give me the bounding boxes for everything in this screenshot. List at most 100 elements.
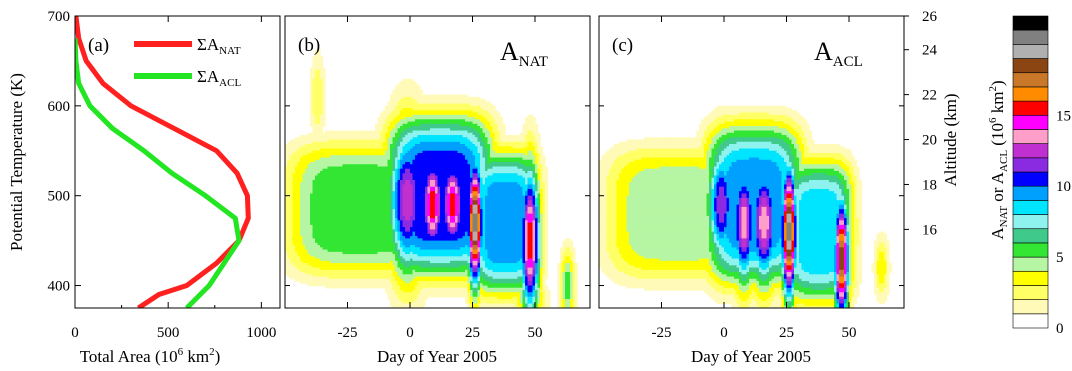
heatmap-cell: [290, 186, 294, 190]
heatmap-cell: [412, 202, 416, 206]
heatmap-cell: [460, 146, 464, 150]
heatmap-cell: [497, 139, 501, 143]
heatmap-cell: [485, 123, 489, 127]
heatmap-cell: [405, 83, 409, 87]
heatmap-cell: [467, 135, 471, 138]
heatmap-cell: [480, 197, 484, 201]
heatmap-cell: [427, 114, 431, 118]
heatmap-cell: [520, 137, 524, 141]
heatmap-cell: [397, 215, 401, 219]
heatmap-cell: [425, 157, 429, 161]
heatmap-cell: [372, 179, 376, 183]
heatmap-cell: [545, 204, 549, 208]
heatmap-cell: [305, 164, 309, 168]
heatmap-cell: [415, 110, 419, 114]
heatmap-cell: [477, 103, 481, 107]
heatmap-cell: [352, 195, 356, 199]
heatmap-cell: [447, 162, 451, 165]
heatmap-cell: [445, 182, 449, 186]
heatmap-cell: [480, 157, 484, 161]
heatmap-cell: [377, 209, 381, 213]
heatmap-cell: [440, 188, 444, 192]
heatmap-cell: [487, 166, 491, 170]
heatmap-cell: [305, 135, 309, 138]
heatmap-cell: [520, 175, 524, 179]
heatmap-cell: [517, 162, 521, 165]
heatmap-cell: [477, 209, 481, 213]
heatmap-cell: [512, 135, 516, 138]
heatmap-cell: [305, 204, 309, 208]
heatmap-cell: [317, 195, 321, 199]
heatmap-cell: [537, 193, 541, 197]
heatmap-cell: [370, 155, 374, 159]
heatmap-cell: [465, 157, 469, 161]
heatmap-cell: [532, 119, 536, 123]
heatmap-cell: [442, 112, 446, 116]
heatmap-cell: [310, 74, 314, 78]
heatmap-cell: [325, 155, 329, 159]
heatmap-cell: [490, 157, 494, 161]
heatmap-cell: [450, 186, 454, 190]
heatmap-cell: [382, 135, 386, 138]
heatmap-cell: [315, 101, 319, 105]
heatmap-cell: [387, 110, 391, 114]
heatmap-cell: [492, 139, 496, 143]
heatmap-cell: [467, 177, 471, 181]
heatmap-cell: [395, 148, 399, 152]
heatmap-cell: [310, 215, 314, 219]
heatmap-cell: [480, 144, 484, 147]
heatmap-cell: [455, 197, 459, 201]
heatmap-cell: [392, 170, 396, 174]
heatmap-cell: [365, 184, 369, 188]
heatmap-cell: [360, 211, 364, 215]
heatmap-cell: [472, 188, 476, 192]
heatmap-cell: [370, 166, 374, 170]
heatmap-cell: [415, 204, 419, 208]
heatmap-cell: [420, 137, 424, 141]
heatmap-cell: [285, 173, 289, 177]
heatmap-cell: [427, 193, 431, 197]
heatmap-cell: [480, 139, 484, 143]
heatmap-cell: [505, 186, 509, 190]
heatmap-cell: [477, 126, 481, 129]
heatmap-cell: [435, 119, 439, 123]
heatmap-cell: [397, 112, 401, 116]
heatmap-cell: [475, 103, 479, 107]
heatmap-cell: [460, 157, 464, 161]
heatmap-cell: [507, 209, 511, 213]
heatmap-cell: [372, 162, 376, 165]
heatmap-cell: [405, 162, 409, 165]
heatmap-cell: [405, 128, 409, 132]
heatmap-cell: [322, 141, 326, 145]
heatmap-cell: [405, 186, 409, 190]
heatmap-cell: [527, 173, 531, 177]
heatmap-cell: [365, 130, 369, 134]
heatmap-cell: [337, 155, 341, 159]
heatmap-cell: [365, 157, 369, 161]
heatmap-cell: [500, 119, 504, 123]
heatmap-cell: [320, 121, 324, 125]
heatmap-cell: [537, 179, 541, 183]
heatmap-cell: [462, 99, 466, 102]
heatmap-cell: [315, 177, 319, 181]
series-line-nat: [75, 16, 251, 308]
heatmap-cell: [462, 186, 466, 190]
heatmap-cell: [520, 153, 524, 156]
heatmap-cell: [312, 170, 316, 174]
heatmap-cell: [522, 148, 526, 152]
heatmap-cell: [537, 177, 541, 181]
heatmap-cell: [370, 213, 374, 217]
heatmap-cell: [310, 159, 314, 163]
heatmap-cell: [352, 153, 356, 156]
heatmap-cell: [487, 108, 491, 111]
heatmap-cell: [465, 204, 469, 208]
heatmap-cell: [317, 117, 321, 120]
heatmap-cell: [450, 179, 454, 183]
heatmap-cell: [452, 193, 456, 197]
heatmap-cell: [432, 150, 436, 154]
heatmap-cell: [460, 101, 464, 105]
heatmap-cell: [300, 139, 304, 143]
heatmap-cell: [342, 215, 346, 219]
heatmap-cell: [540, 170, 544, 174]
heatmap-cell: [440, 150, 444, 154]
